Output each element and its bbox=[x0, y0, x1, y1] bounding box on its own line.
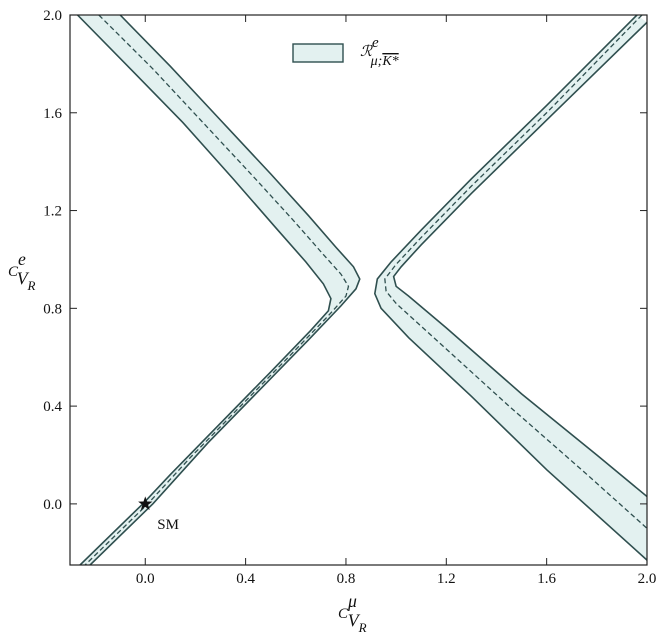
band-fill bbox=[374, 15, 647, 561]
y-tick-label: 1.2 bbox=[43, 204, 62, 220]
x-axis-label-sup: μ bbox=[347, 591, 357, 611]
y-axis-label-sub: V bbox=[17, 269, 30, 289]
x-axis-label: Cμ VR bbox=[338, 591, 367, 635]
legend-sub-overlined: K* bbox=[381, 54, 398, 69]
legend-label: ℛe μ;K* bbox=[360, 35, 399, 69]
legend-base: ℛ bbox=[360, 44, 373, 60]
legend-sup: e bbox=[372, 35, 379, 51]
y-tick-label: 0.0 bbox=[43, 497, 62, 513]
band-edge bbox=[373, 15, 647, 561]
legend-sub: μ; bbox=[370, 54, 383, 69]
plot-frame bbox=[69, 14, 648, 566]
x-tick-label: 0.4 bbox=[236, 571, 255, 587]
x-axis-label-sub: V bbox=[348, 611, 361, 631]
plot-area bbox=[76, 15, 647, 565]
legend-swatch bbox=[292, 43, 344, 63]
x-tick-label: 1.6 bbox=[537, 571, 556, 587]
sm-star bbox=[138, 496, 153, 510]
y-tick-label: 0.8 bbox=[43, 301, 62, 317]
y-axis-label-base: C bbox=[8, 264, 19, 280]
band-edge bbox=[89, 15, 361, 565]
y-axis-label-subsub: R bbox=[27, 278, 36, 293]
y-axis-label: Ce VR bbox=[8, 249, 36, 293]
band-center bbox=[84, 15, 350, 565]
x-tick-label: 0.0 bbox=[136, 571, 155, 587]
band-center bbox=[384, 15, 647, 529]
point-label: SM bbox=[157, 517, 179, 533]
y-tick-label: 0.4 bbox=[43, 399, 62, 415]
x-tick-label: 1.2 bbox=[437, 571, 456, 587]
x-tick-label: 2.0 bbox=[638, 571, 657, 587]
x-axis-label-subsub: R bbox=[358, 620, 367, 635]
x-axis-label-base: C bbox=[338, 606, 349, 622]
y-tick-label: 1.6 bbox=[43, 106, 62, 122]
y-tick-label: 2.0 bbox=[43, 8, 62, 24]
band-fill bbox=[77, 15, 360, 565]
x-tick-label: 0.8 bbox=[337, 571, 356, 587]
y-axis-label-sup: e bbox=[18, 249, 26, 269]
band-edge bbox=[392, 21, 647, 498]
band-edge bbox=[76, 15, 332, 565]
